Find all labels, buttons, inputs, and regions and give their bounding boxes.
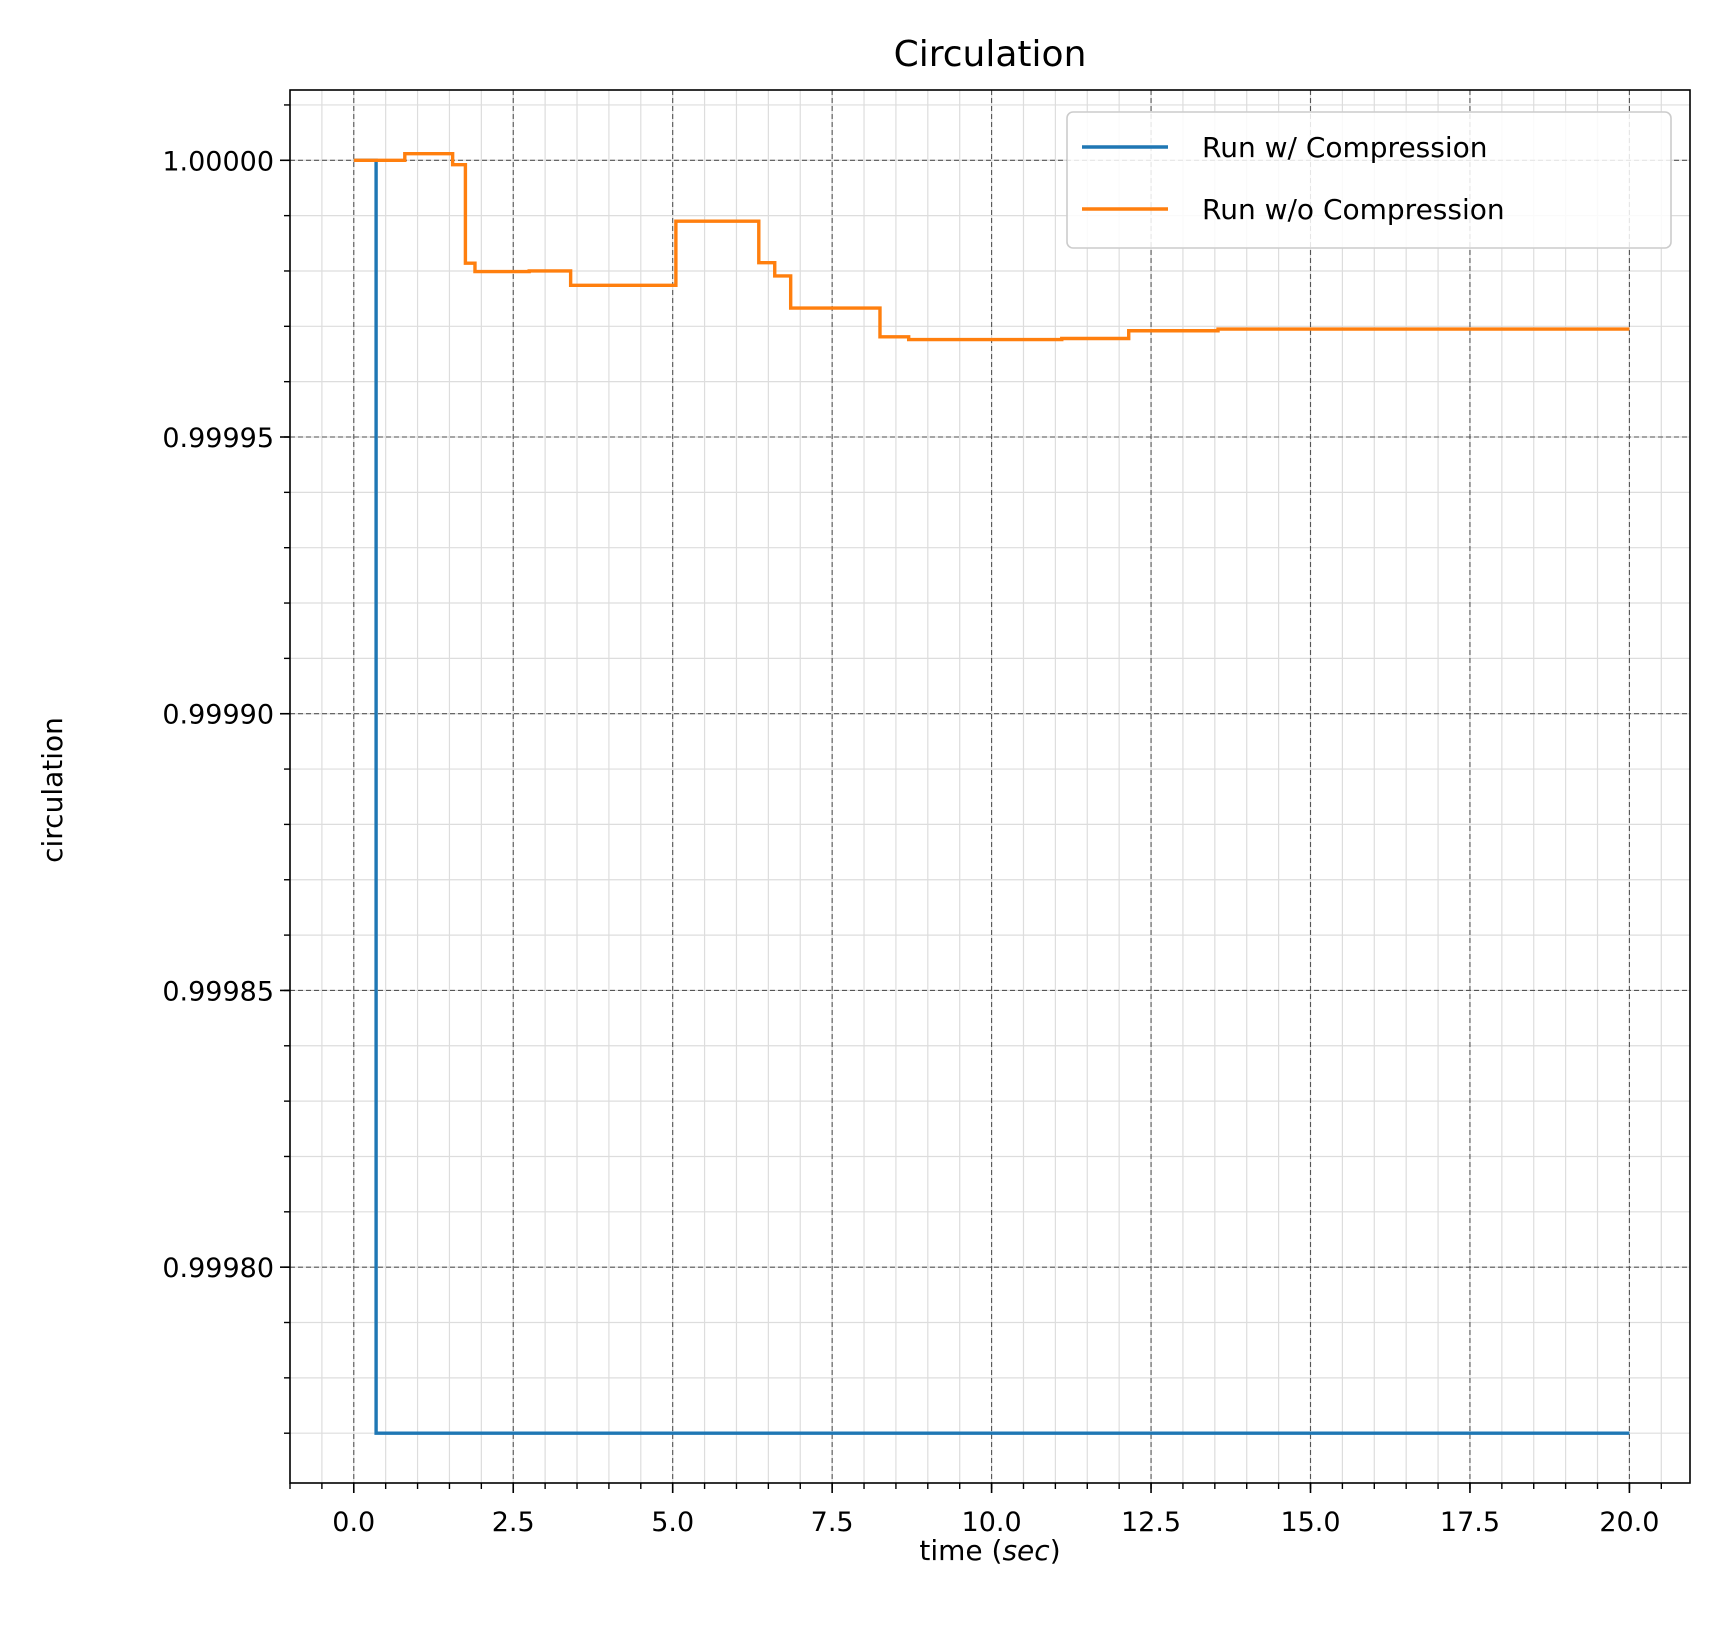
major-grid (290, 90, 1690, 1483)
x-tick-label: 7.5 (811, 1507, 854, 1538)
y-tick-label: 0.99980 (162, 1253, 274, 1284)
legend-label-1: Run w/o Compression (1202, 193, 1505, 226)
axis-ticks (280, 104, 1662, 1493)
legend-items: Run w/ Compression Run w/o Compression (1082, 131, 1505, 226)
x-axis-label-unit: sec (1002, 1534, 1050, 1567)
y-tick-label: 0.99985 (162, 976, 274, 1007)
x-tick-labels: 0.0 2.5 5.0 7.5 10.0 12.5 15.0 17.5 20.0 (332, 1507, 1659, 1538)
x-tick-label: 12.5 (1121, 1507, 1181, 1538)
y-tick-label: 0.99995 (162, 423, 274, 454)
y-tick-label: 1.00000 (162, 146, 274, 177)
plot-frame (289, 89, 1691, 1484)
y-tick-label: 0.99990 (162, 700, 274, 731)
x-tick-label: 10.0 (962, 1507, 1022, 1538)
x-tick-label: 20.0 (1599, 1507, 1659, 1538)
x-axis-label: time (sec) (919, 1534, 1060, 1567)
x-tick-label: 0.0 (332, 1507, 375, 1538)
y-tick-labels: 0.99980 0.99985 0.99990 0.99995 1.00000 (162, 146, 274, 1284)
legend-box (1066, 111, 1672, 249)
legend-label-0: Run w/ Compression (1202, 131, 1488, 164)
y-axis-label: circulation (36, 717, 69, 863)
legend: Run w/ Compression Run w/o Compression (1066, 111, 1672, 249)
x-tick-label: 15.0 (1280, 1507, 1340, 1538)
x-tick-label: 2.5 (492, 1507, 535, 1538)
series-line-1 (353, 151, 1630, 342)
x-axis-label-main: time ( (919, 1534, 1002, 1567)
chart-title: Circulation (894, 34, 1087, 75)
x-tick-label: 5.0 (651, 1507, 694, 1538)
x-tick-label: 17.5 (1440, 1507, 1500, 1538)
series-layer (353, 151, 1630, 1435)
x-axis-label-close: ) (1050, 1534, 1061, 1567)
